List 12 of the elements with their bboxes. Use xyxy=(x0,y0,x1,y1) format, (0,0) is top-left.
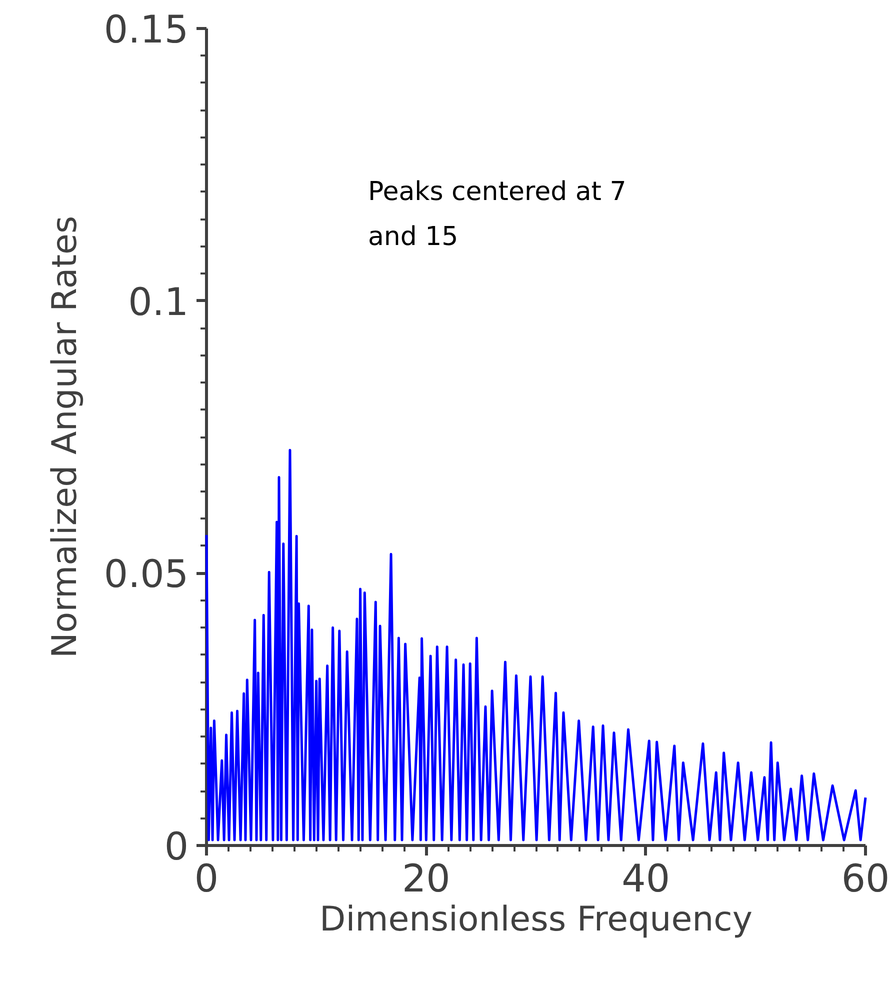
annotation: Peaks centered at 7 and 15 xyxy=(368,176,626,252)
y-tick-label: 0.1 xyxy=(128,280,189,324)
line-series xyxy=(205,448,867,842)
y-tick-label: 0.05 xyxy=(104,552,188,596)
x-tick-label: 0 xyxy=(194,856,219,900)
x-tick-label: 40 xyxy=(622,856,670,900)
x-tick-label: 20 xyxy=(402,856,450,900)
y-tick-label: 0.15 xyxy=(104,8,188,52)
x-tick-label: 60 xyxy=(841,856,890,900)
y-axis-title: Normalized Angular Rates xyxy=(44,216,85,658)
x-axis-title: Dimensionless Frequency xyxy=(320,900,752,940)
y-tick-label: 0 xyxy=(164,824,189,868)
